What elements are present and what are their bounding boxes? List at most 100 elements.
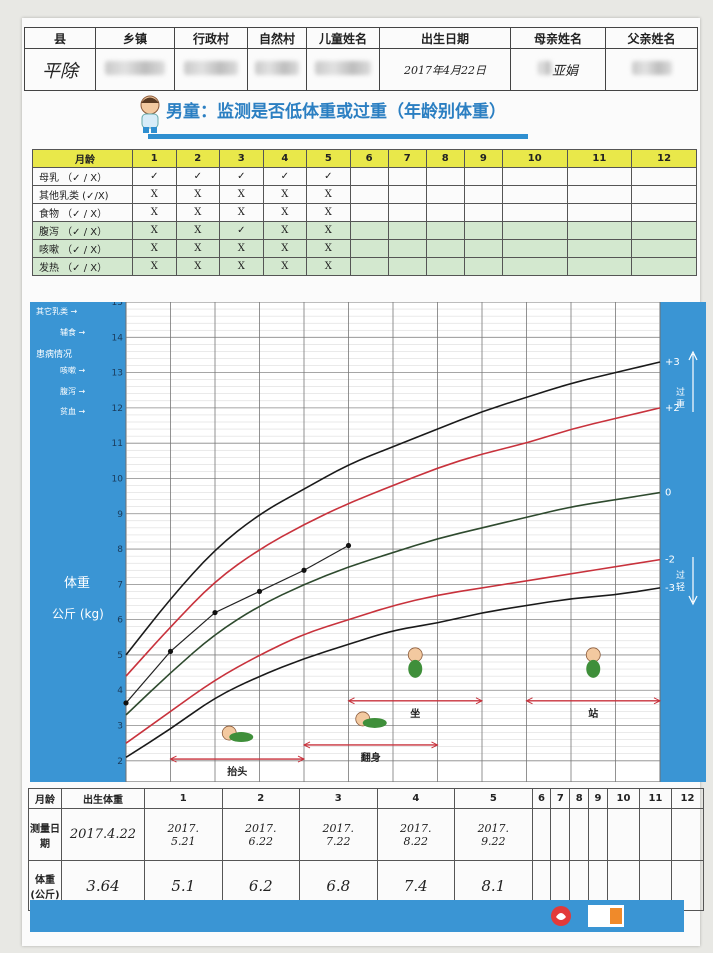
bottom-month-col: 5 [454, 788, 533, 809]
monitor-row-label: 发热 （✓ / X） [32, 257, 133, 276]
arrow-right-icon [297, 755, 306, 763]
monitor-empty-cell [463, 203, 503, 222]
monitor-mark: X [219, 239, 264, 258]
header-table: 县 乡镇 行政村 自然村 儿童姓名 出生日期 母亲姓名 父亲姓名 平除 2017… [24, 27, 698, 91]
monitor-empty-cell [349, 203, 389, 222]
monitor-empty-cell [387, 185, 427, 204]
child-weight-point [212, 609, 218, 616]
redacted-child-name [315, 61, 371, 75]
weight-for-age-chart: 抬头 翻身 坐 站 2 3 4 5 6 7 8 9 10 11 12 13 14 15 +3 +2 0 -2 -3 其它… [30, 302, 706, 782]
child-weight-line [125, 545, 349, 704]
side-label-complementary-food: 辅食 → [60, 327, 86, 337]
label-county: 县 [24, 27, 96, 49]
arrow-left-icon [169, 755, 177, 763]
y-tick-label: 8 [117, 545, 123, 555]
measure-date-entry: 2017.7.22 [322, 821, 355, 848]
arrow-left-icon [525, 697, 533, 705]
month-col-1: 1 [132, 149, 177, 168]
monitor-mark: ✓ [262, 167, 308, 186]
bottom-month-col: 6 [531, 788, 552, 809]
y-tick-label: 12 [112, 404, 123, 414]
footer-bar [30, 900, 684, 932]
monitor-table: 月龄 1 2 3 4 5 6 7 8 9 10 11 12 母乳 （✓ / X） ✓ ✓ ✓ ✓ ✓ 其他乳类 (✓… [32, 149, 697, 276]
monitor-empty-cell [349, 221, 389, 240]
redacted-mother-surname [537, 61, 552, 75]
reference-curve-0 [125, 361, 661, 656]
monitor-empty-cell [425, 185, 465, 204]
monitor-empty-cell [566, 257, 633, 276]
monitor-empty-cell [425, 257, 465, 276]
milestone-label: 抬头 [227, 765, 247, 778]
monitor-empty-cell [387, 221, 427, 240]
measurement-table: 月龄 出生体重 1 2 3 4 5 6 7 8 9 10 11 12 测量日期 2017.4.22 2… [28, 788, 705, 911]
label-mother-name: 母亲姓名 [510, 27, 606, 49]
date-empty-cell [588, 808, 608, 861]
monitor-mark: X [132, 203, 177, 222]
right-label-overweight: 过 重 [674, 386, 685, 408]
label-natural-village: 自然村 [247, 27, 307, 49]
monitor-empty-cell [387, 167, 427, 186]
monitor-empty-cell [463, 239, 503, 258]
month-col-9: 9 [463, 149, 503, 168]
monitor-empty-cell [566, 239, 633, 258]
reference-curve-4 [125, 587, 661, 758]
arrow-right-icon [431, 741, 439, 749]
bottom-date-label: 测量日期 [28, 808, 62, 861]
month-col-2: 2 [175, 149, 221, 168]
month-col-5: 5 [306, 149, 351, 168]
monitor-empty-cell [631, 185, 697, 204]
arrow-up-icon [688, 350, 698, 412]
monitor-empty-cell [631, 203, 697, 222]
y-tick-label: 5 [117, 651, 123, 661]
label-child-name: 儿童姓名 [306, 27, 380, 49]
y-tick-label: 3 [117, 722, 123, 732]
y-tick-label: 2 [117, 757, 123, 767]
side-label-other-milk: 其它乳类 → [36, 306, 78, 316]
monitor-mark: X [262, 221, 308, 240]
milestone-label: 坐 [410, 707, 420, 720]
monitor-mark: X [262, 239, 308, 258]
title-underline [148, 134, 528, 139]
page-title: 男童：监测是否低体重或过重（年龄别体重） [166, 102, 506, 122]
monitor-empty-cell [566, 203, 633, 222]
y-tick-label: 11 [112, 439, 123, 449]
y-axis-label-weight: 体重 [64, 575, 90, 591]
right-label-underweight: 过 轻 [674, 569, 685, 591]
bottom-month-col: 10 [606, 788, 640, 809]
monitor-row-label: 母乳 （✓ / X） [32, 167, 133, 186]
monitor-mark: ✓ [219, 221, 264, 240]
monitor-mark: X [175, 239, 221, 258]
child-weight-point [123, 700, 129, 706]
monitor-mark: X [262, 185, 308, 204]
monitor-mark: X [132, 239, 177, 258]
month-col-4: 4 [262, 149, 308, 168]
monitor-mark: X [262, 257, 308, 276]
y-tick-label: 10 [112, 474, 124, 484]
monitor-mark: X [132, 221, 177, 240]
monitor-empty-cell [425, 167, 465, 186]
monitor-mark: X [132, 185, 177, 204]
arrow-down-icon [688, 557, 698, 606]
arrow-left-icon [347, 697, 355, 705]
monitor-mark: X [306, 221, 351, 240]
bottom-month-col: 4 [376, 788, 456, 809]
label-father-name: 父亲姓名 [605, 27, 698, 49]
bottom-birth-label: 出生体重 [61, 788, 145, 809]
monitor-empty-cell [387, 203, 427, 222]
monitor-row-label: 咳嗽 （✓ / X） [32, 239, 133, 258]
monitor-empty-cell [631, 167, 697, 186]
monitor-empty-cell [631, 257, 697, 276]
monitor-mark: X [219, 257, 264, 276]
monitor-mark: X [175, 185, 221, 204]
monitor-empty-cell [501, 221, 568, 240]
monitor-empty-cell [463, 167, 503, 186]
monitor-empty-cell [566, 221, 633, 240]
side-label-cough: 咳嗽 → [60, 365, 86, 375]
y-tick-label: 4 [117, 686, 123, 696]
monitor-empty-cell [425, 203, 465, 222]
month-col-11: 11 [566, 149, 633, 168]
label-admin-village: 行政村 [174, 27, 248, 49]
month-col-3: 3 [219, 149, 264, 168]
measure-date-entry: 2017.9.22 [477, 821, 510, 848]
monitor-empty-cell [463, 257, 503, 276]
